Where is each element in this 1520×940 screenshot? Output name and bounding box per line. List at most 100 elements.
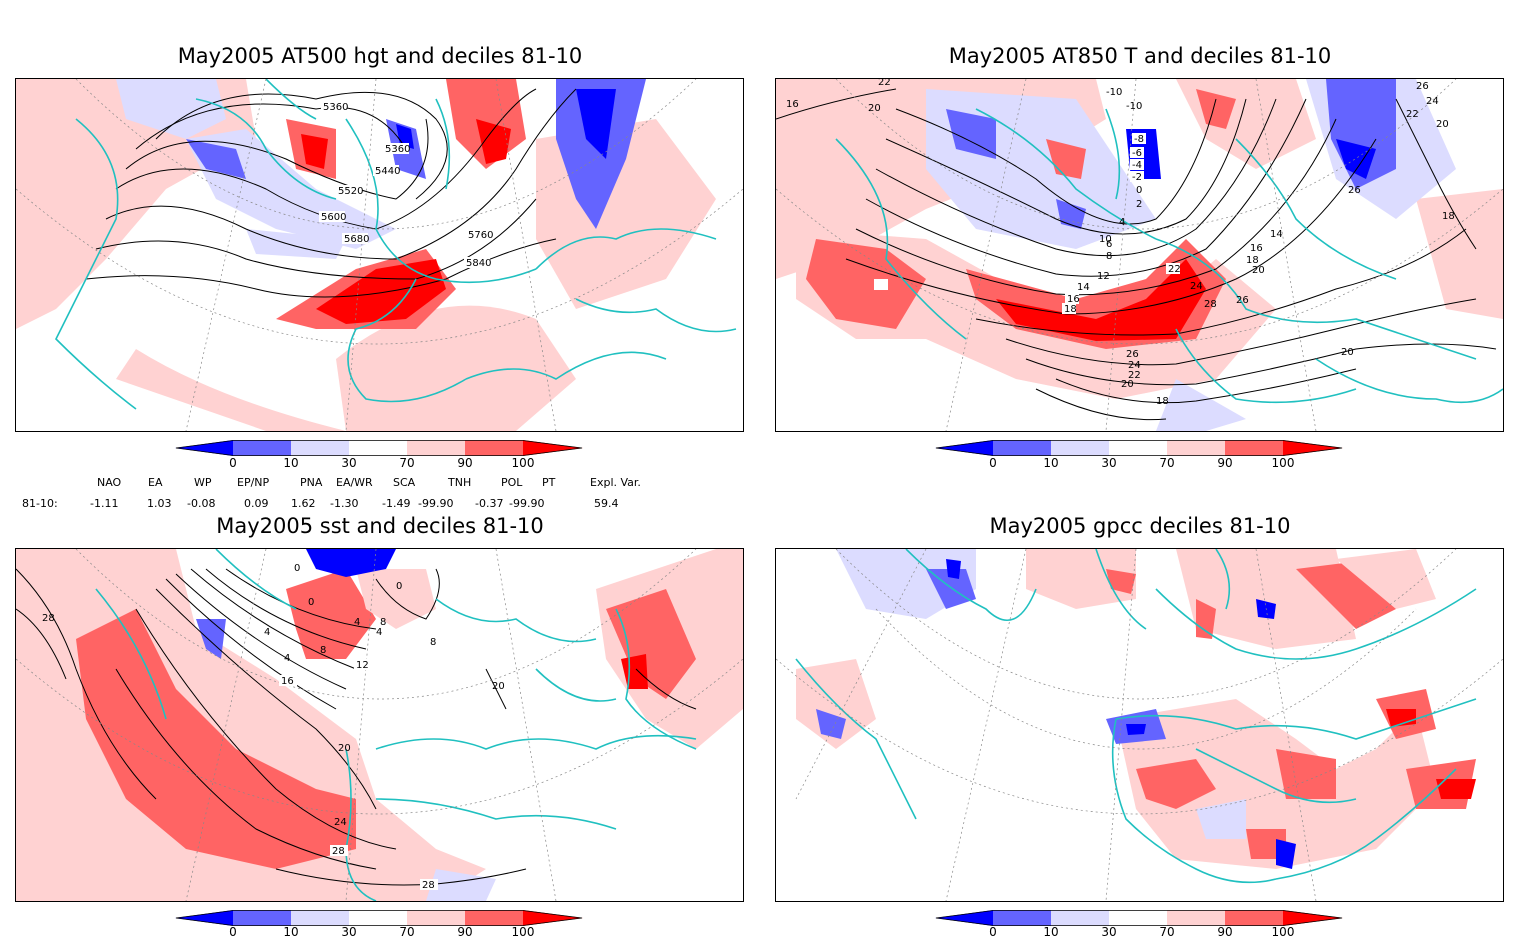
contour-label: 14 [1270, 229, 1283, 240]
contour-label: 8 [430, 637, 436, 648]
index-value: -1.11 [90, 497, 119, 510]
colorbar-tick: 70 [1159, 925, 1175, 939]
contour-label: 8 [320, 645, 326, 656]
contour-label: 26 [1236, 295, 1249, 306]
contour-label: 28 [42, 613, 55, 624]
contour-label: 4 [354, 617, 360, 628]
contour-label: 26 [1416, 81, 1429, 92]
contour-label: 22 [1128, 370, 1141, 381]
contour-label: 28 [422, 880, 435, 891]
colorbar-gpcc: 0 10 30 70 90 100 [935, 910, 1345, 940]
colorbar-tick: 10 [283, 925, 299, 939]
contour-label: 24 [334, 817, 347, 828]
contour-label: -10 [1126, 101, 1142, 112]
contour-label: 14 [1077, 282, 1090, 293]
contour-label: -4 [1132, 160, 1142, 171]
index-header: PT [542, 476, 556, 489]
contour-label: -8 [1134, 134, 1144, 145]
colorbar-tick: 100 [511, 456, 535, 470]
contour-label: 8 [1106, 251, 1112, 262]
index-value: -1.49 [382, 497, 411, 510]
contour-label: 4 [264, 627, 270, 638]
colorbar-tick: 30 [1101, 925, 1117, 939]
contour-label: 28 [332, 846, 345, 857]
colorbar-tick: 90 [1217, 925, 1233, 939]
index-value: -99.90 [509, 497, 545, 510]
contour-label: 20 [1252, 265, 1265, 276]
colorbar-hgt: 0 10 30 70 90 100 [175, 440, 585, 474]
contour-label: 20 [1341, 347, 1354, 358]
index-header: TNH [448, 476, 472, 489]
contour-label: 2 [1136, 199, 1142, 210]
colorbar-sst: 0 10 30 70 90 100 [175, 910, 585, 940]
contour-label: 0 [1136, 185, 1142, 196]
contour-label: 16 [786, 99, 799, 110]
index-header: NAO [97, 476, 122, 489]
colorbar-tick: 100 [1271, 925, 1295, 939]
contour-label: 5520 [338, 186, 363, 197]
colorbar-tick: 70 [399, 456, 415, 470]
index-header: PNA [300, 476, 323, 489]
contour-label: 20 [492, 681, 505, 692]
contour-label: 18 [1156, 396, 1169, 407]
map-panel-sst: 0 28 0 0 4 4 8 4 4 8 12 16 8 20 20 24 28… [15, 548, 744, 902]
colorbar-tick: 100 [1271, 456, 1295, 470]
contour-label: 0 [308, 597, 314, 608]
colorbar-tick: 0 [989, 456, 997, 470]
index-value: -99.90 [418, 497, 454, 510]
contour-label: 4 [1119, 217, 1125, 228]
contour-label: 20 [338, 743, 351, 754]
colorbar-tick: 0 [229, 456, 237, 470]
contour-label: 24 [1190, 281, 1203, 292]
index-value: 0.09 [244, 497, 269, 510]
contour-label: 26 [1126, 349, 1139, 360]
index-header: EA [148, 476, 163, 489]
colorbar-tick: 0 [229, 925, 237, 939]
map-panel-t850: 16 22 20 -10 -10 -8 -6 -4 -2 0 2 4 6 8 1… [775, 78, 1504, 432]
contour-label: 5600 [321, 212, 346, 223]
index-row-label: 81-10: [22, 497, 58, 510]
contour-label: -6 [1132, 148, 1142, 159]
index-value: 59.4 [594, 497, 619, 510]
contour-label: 16 [1067, 294, 1080, 305]
index-header: SCA [393, 476, 416, 489]
contour-label: 28 [1204, 299, 1217, 310]
contour-label: 0 [396, 581, 402, 592]
contour-label: 5840 [466, 258, 491, 269]
contour-label: 18 [1064, 304, 1077, 315]
contour-label: 4 [376, 627, 382, 638]
contour-label: 5760 [468, 230, 493, 241]
contour-label: 22 [1406, 109, 1419, 120]
contour-label: 5360 [385, 144, 410, 155]
colorbar-tick: 0 [989, 925, 997, 939]
panel-title-t850: May2005 AT850 T and deciles 81-10 [948, 44, 1332, 68]
contour-label: 12 [1097, 271, 1110, 282]
contour-label: 20 [868, 103, 881, 114]
contour-label: -2 [1132, 172, 1142, 183]
index-header: POL [501, 476, 523, 489]
contour-label: 24 [1426, 96, 1439, 107]
contour-label: 22 [1168, 264, 1181, 275]
colorbar-tick: 70 [1159, 456, 1175, 470]
contour-label: -10 [1106, 87, 1122, 98]
colorbar-tick: 90 [457, 925, 473, 939]
contour-label: 18 [1442, 211, 1455, 222]
contour-label: 5360 [323, 102, 348, 113]
colorbar-tick: 90 [457, 456, 473, 470]
index-value: 1.03 [147, 497, 172, 510]
panel-title-gpcc: May2005 gpcc deciles 81-10 [989, 514, 1291, 538]
contour-label: 10 [1099, 234, 1112, 245]
colorbar-t850: 0 10 30 70 90 100 [935, 440, 1345, 474]
index-value: -0.37 [475, 497, 504, 510]
contour-label: 4 [284, 653, 290, 664]
panel-title-hgt: May2005 AT500 hgt and deciles 81-10 [177, 44, 583, 68]
colorbar-tick: 70 [399, 925, 415, 939]
index-value: -1.30 [330, 497, 359, 510]
colorbar-tick: 10 [1043, 456, 1059, 470]
map-panel-hgt: 5360 5360 5440 5520 5600 5680 5760 5840 [15, 78, 744, 432]
contour-label: 5680 [344, 234, 369, 245]
colorbar-tick: 30 [1101, 456, 1117, 470]
colorbar-tick: 10 [1043, 925, 1059, 939]
contour-label: 16 [281, 676, 294, 687]
index-header: Expl. Var. [590, 476, 641, 489]
